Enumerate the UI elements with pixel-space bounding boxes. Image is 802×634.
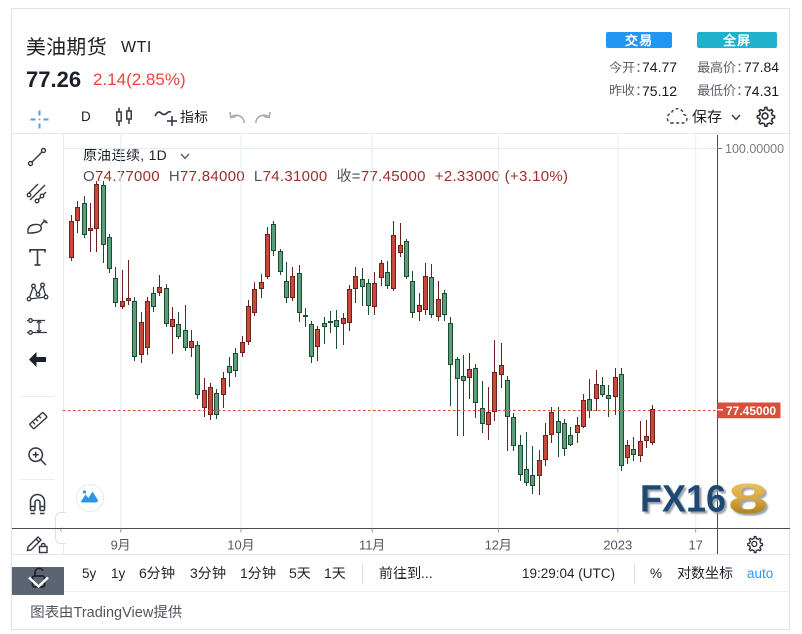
svg-text:2023: 2023 — [603, 535, 632, 554]
svg-text:100.00000: 100.00000 — [725, 138, 784, 157]
svg-text:77.45000: 77.45000 — [726, 402, 776, 419]
svg-text:FX16: FX16 — [640, 479, 726, 521]
svg-text:17: 17 — [688, 535, 702, 554]
svg-text:10月: 10月 — [227, 535, 254, 554]
svg-text:8: 8 — [728, 475, 768, 523]
svg-text:9月: 9月 — [111, 535, 131, 554]
svg-text:12月: 12月 — [485, 535, 512, 554]
svg-text:11月: 11月 — [359, 535, 386, 554]
